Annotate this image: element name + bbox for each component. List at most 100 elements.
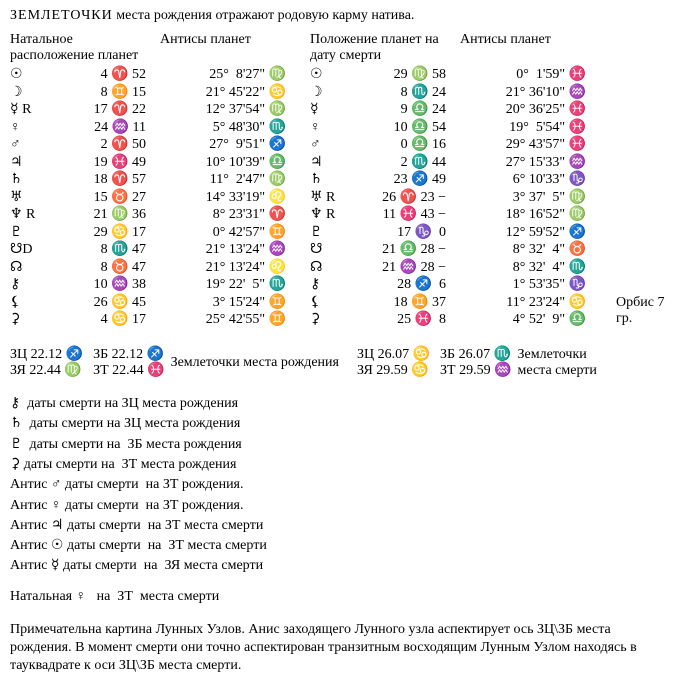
heading-caps: ЗЕМЛЕТОЧКИ xyxy=(10,8,113,23)
position-value: 8 ♉ 47 xyxy=(36,259,156,277)
planet-symbol: ☉ xyxy=(310,66,336,84)
table-row: ♆ R21 ♍ 368° 23'31" ♈ xyxy=(10,206,290,224)
table-row: ♄18 ♈ 5711° 2'47" ♍ xyxy=(10,171,290,189)
antis-value: 12° 37'54" ♍ xyxy=(156,101,286,119)
planet-symbol: ⚸ xyxy=(10,294,36,312)
position-value: 2 ♏ 44 xyxy=(336,154,456,172)
planet-symbol: ♅ xyxy=(10,189,36,207)
table-row: ♃2 ♏ 4427° 15'33" ♒ xyxy=(310,154,590,172)
table-row: ☉4 ♈ 5225° 8'27" ♍ xyxy=(10,66,290,84)
position-value: 25 ♓ 8 xyxy=(336,311,456,329)
table-row: ♃19 ♓ 4910° 10'39" ♎ xyxy=(10,154,290,172)
planet-symbol: ☽ xyxy=(310,84,336,102)
planet-symbol: ♃ xyxy=(310,154,336,172)
position-value: 29 ♍ 58 xyxy=(336,66,456,84)
antis-value: 11° 23'24" ♋ xyxy=(456,294,586,312)
antis-value: 3° 15'24" ♊ xyxy=(156,294,286,312)
zb-c1: ЗЦ 22.12 ♐ xyxy=(10,347,83,364)
antis-value: 27° 15'33" ♒ xyxy=(456,154,586,172)
zd-c3: ЗЯ 29.59 ♋ xyxy=(357,363,430,380)
planet-symbol: ☊ xyxy=(10,259,36,277)
planet-symbol: ♇ xyxy=(10,224,36,242)
position-value: 19 ♓ 49 xyxy=(36,154,156,172)
position-value: 17 ♈ 22 xyxy=(36,101,156,119)
table-row: ♅15 ♉ 2714° 33'19" ♌ xyxy=(10,189,290,207)
antis-value: 25° 8'27" ♍ xyxy=(156,66,286,84)
tables-wrap: Натальное расположение планет Антисы пла… xyxy=(10,32,680,329)
planet-symbol: ☿ R xyxy=(10,101,36,119)
antis-value: 1° 53'35" ♑ xyxy=(456,276,586,294)
natal-titles: Натальное расположение планет Антисы пла… xyxy=(10,32,290,64)
antis-value: 27° 9'51" ♐ xyxy=(156,136,286,154)
antis-value: 20° 36'25" ♓ xyxy=(456,101,586,119)
planet-symbol: ☽ xyxy=(10,84,36,102)
planet-symbol: ☊ xyxy=(310,259,336,277)
aspect-list: ⚷ даты смерти на ЗЦ места рождения♄ даты… xyxy=(10,394,680,607)
antis-value: 29° 43'57" ♓ xyxy=(456,136,586,154)
table-row: ♂2 ♈ 5027° 9'51" ♐ xyxy=(10,136,290,154)
antis-value: 14° 33'19" ♌ xyxy=(156,189,286,207)
position-value: 26 ♈ 23 − xyxy=(336,189,456,207)
table-row: ⚷10 ♒ 3819° 22' 5" ♏ xyxy=(10,276,290,294)
death-title-1: Положение планет на дату смерти xyxy=(310,32,460,64)
position-value: 8 ♊ 15 xyxy=(36,84,156,102)
table-row: ☋D8 ♏ 4721° 13'24" ♒ xyxy=(10,241,290,259)
position-value: 28 ♐ 6 xyxy=(336,276,456,294)
table-row: ☿ R17 ♈ 2212° 37'54" ♍ xyxy=(10,101,290,119)
table-row: ☋21 ♎ 28 −8° 32' 4" ♉ xyxy=(310,241,590,259)
table-row: ⚳25 ♓ 84° 52' 9" ♎ xyxy=(310,311,590,329)
table-row: ⚸26 ♋ 453° 15'24" ♊ xyxy=(10,294,290,312)
death-rows: ☉29 ♍ 580° 1'59" ♓☽8 ♏ 2421° 36'10" ♒☿9 … xyxy=(310,66,590,329)
antis-value: 8° 23'31" ♈ xyxy=(156,206,286,224)
planet-symbol: ☉ xyxy=(10,66,36,84)
earth-points-death: ЗЦ 26.07 ♋ ЗБ 26.07 ♏ ЗЯ 29.59 ♋ ЗТ 29.5… xyxy=(357,347,597,381)
planet-symbol: ⚳ xyxy=(310,311,336,329)
planet-symbol: ♃ xyxy=(10,154,36,172)
list-item: ♇ даты смерти на ЗБ места рождения xyxy=(10,435,680,455)
position-value: 10 ♒ 38 xyxy=(36,276,156,294)
position-value: 10 ♎ 54 xyxy=(336,119,456,137)
planet-symbol: ♂ xyxy=(310,136,336,154)
antis-value: 11° 2'47" ♍ xyxy=(156,171,286,189)
position-value: 18 ♊ 37 xyxy=(336,294,456,312)
antis-value: 25° 42'55" ♊ xyxy=(156,311,286,329)
position-value: 23 ♐ 49 xyxy=(336,171,456,189)
zb-c2: ЗБ 22.12 ♐ xyxy=(93,347,165,364)
position-value: 26 ♋ 45 xyxy=(36,294,156,312)
zb-c3: ЗЯ 22.44 ♍ xyxy=(10,363,83,380)
earth-points-birth: ЗЦ 22.12 ♐ ЗБ 22.12 ♐ ЗЯ 22.44 ♍ ЗТ 22.4… xyxy=(10,347,339,381)
list-item: Антис ☿ даты смерти на ЗЯ места смерти xyxy=(10,556,680,576)
zb-label: Землеточки места рождения xyxy=(171,355,339,371)
position-value: 2 ♈ 50 xyxy=(36,136,156,154)
antis-value: 0° 1'59" ♓ xyxy=(456,66,586,84)
planet-symbol: ♄ xyxy=(10,171,36,189)
table-row: ⚳4 ♋ 1725° 42'55" ♊ xyxy=(10,311,290,329)
antis-value: 10° 10'39" ♎ xyxy=(156,154,286,172)
antis-value: 6° 10'33" ♑ xyxy=(456,171,586,189)
heading-rest: места рождения отражают родовую карму на… xyxy=(113,8,415,23)
antis-value: 0° 42'57" ♊ xyxy=(156,224,286,242)
table-row: ⚸18 ♊ 3711° 23'24" ♋ xyxy=(310,294,590,312)
table-row: ☽8 ♏ 2421° 36'10" ♒ xyxy=(310,84,590,102)
position-value: 21 ♍ 36 xyxy=(36,206,156,224)
antis-value: 19° 5'54" ♓ xyxy=(456,119,586,137)
planet-symbol: ☋D xyxy=(10,241,36,259)
position-value: 9 ♎ 24 xyxy=(336,101,456,119)
table-row: ♄23 ♐ 496° 10'33" ♑ xyxy=(310,171,590,189)
natal-rows: ☉4 ♈ 5225° 8'27" ♍☽8 ♊ 1521° 45'22" ♋☿ R… xyxy=(10,66,290,329)
antis-value: 12° 59'52" ♐ xyxy=(456,224,586,242)
natal-title-2: Антисы планет xyxy=(160,32,290,64)
death-table: Положение планет на дату смерти Антисы п… xyxy=(310,32,590,329)
planet-symbol: ♅ R xyxy=(310,189,336,207)
list-item: ⚷ даты смерти на ЗЦ места рождения xyxy=(10,394,680,414)
position-value: 4 ♋ 17 xyxy=(36,311,156,329)
antis-value: 21° 45'22" ♋ xyxy=(156,84,286,102)
planet-symbol: ☿ xyxy=(310,101,336,119)
heading: ЗЕМЛЕТОЧКИ места рождения отражают родов… xyxy=(10,8,680,24)
earth-points-block: ЗЦ 22.12 ♐ ЗБ 22.12 ♐ ЗЯ 22.44 ♍ ЗТ 22.4… xyxy=(10,347,680,381)
planet-symbol: ⚳ xyxy=(10,311,36,329)
table-row: ♀10 ♎ 5419° 5'54" ♓ xyxy=(310,119,590,137)
zd-c4: ЗТ 29.59 ♒ xyxy=(440,363,512,380)
planet-symbol: ♀ xyxy=(310,119,336,137)
list-item: Антис ♀ даты смерти на ЗТ рождения. xyxy=(10,496,680,516)
